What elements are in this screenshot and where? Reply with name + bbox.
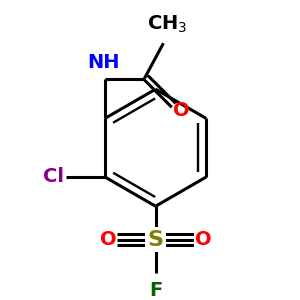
Text: NH: NH (87, 53, 120, 73)
Text: O: O (173, 100, 190, 120)
Text: O: O (100, 230, 116, 249)
Text: CH$_3$: CH$_3$ (147, 14, 188, 35)
Text: O: O (195, 230, 211, 249)
Text: F: F (149, 281, 162, 300)
Text: Cl: Cl (43, 167, 64, 187)
Text: S: S (148, 230, 164, 250)
